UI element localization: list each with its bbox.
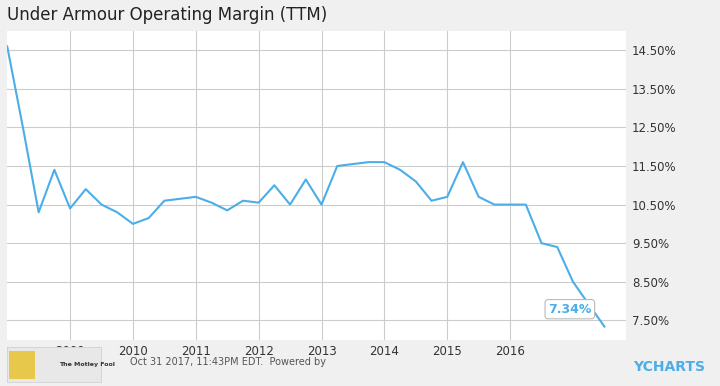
Text: YCHARTS: YCHARTS (634, 360, 706, 374)
Text: The Motley Fool: The Motley Fool (59, 362, 114, 367)
Bar (9, 351, 35, 379)
Text: Oct 31 2017, 11:43PM EDT.  Powered by: Oct 31 2017, 11:43PM EDT. Powered by (130, 357, 325, 367)
Text: 7.34%: 7.34% (548, 303, 592, 316)
Text: Under Armour Operating Margin (TTM): Under Armour Operating Margin (TTM) (7, 6, 328, 24)
